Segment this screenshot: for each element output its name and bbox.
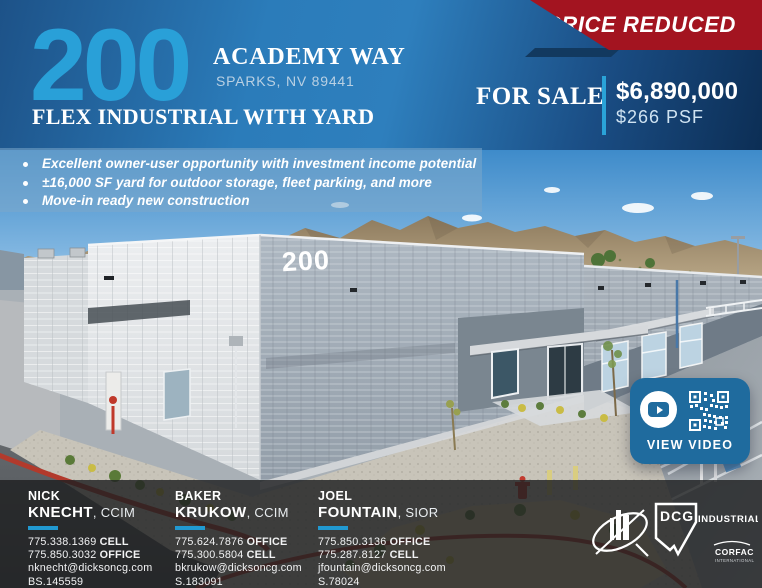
- contact-card: BAKER KRUKOW, CCIM 775.624.7876 OFFICE 7…: [175, 489, 302, 588]
- contact-email[interactable]: bkrukow@dicksoncg.com: [175, 562, 302, 575]
- accent-underline: [28, 526, 58, 530]
- building-photo: 200: [0, 150, 762, 588]
- asking-price: $6,890,000: [616, 78, 739, 105]
- contact-phone: 775.287.8127 CELL: [318, 549, 419, 562]
- contact-email[interactable]: nknecht@dicksoncg.com: [28, 562, 153, 575]
- contact-phone: 775.850.3032 OFFICE: [28, 549, 141, 562]
- rooftop-unit: [69, 247, 86, 258]
- price-reduced-ribbon: PRICE REDUCED: [530, 0, 762, 50]
- contact-phone: 775.850.3136 OFFICE: [318, 536, 431, 548]
- contact-last-name: KRUKOW, CCIM: [175, 504, 289, 521]
- contact-phone: 775.338.1369 CELL: [28, 536, 129, 548]
- building-number-paint: 200: [281, 245, 331, 277]
- corfac-sub-text: INTERNATIONAL: [715, 558, 754, 563]
- contact-phone: 775.300.5804 CELL: [175, 549, 276, 562]
- rooftop-unit: [37, 248, 55, 259]
- wall-sign: [229, 336, 243, 346]
- view-video-button[interactable]: VIEW VIDEO: [630, 378, 750, 464]
- accent-underline: [318, 526, 348, 530]
- price-per-sf: $266 PSF: [616, 107, 705, 127]
- contact-first-name: BAKER: [175, 489, 222, 503]
- contact-first-name: NICK: [28, 489, 61, 503]
- dcg-nevada-logo: DCG INDUSTRIAL: [654, 502, 758, 557]
- header: 200 ACADEMY WAY SPARKS, NV 89441 FLEX IN…: [0, 0, 762, 150]
- highlight-item: Excellent owner-user opportunity with in…: [0, 155, 482, 174]
- contact-license: S.183091: [175, 575, 223, 588]
- contact-designation: , CCIM: [246, 505, 289, 520]
- contact-first-name: JOEL: [318, 489, 353, 503]
- contact-phone: 775.624.7876 OFFICE: [175, 536, 288, 548]
- qr-code-icon[interactable]: [688, 390, 730, 432]
- footer-contact-bar: NICK KNECHT, CCIM 775.338.1369 CELL 775.…: [0, 480, 762, 588]
- contact-email[interactable]: jfountain@dicksoncg.com: [318, 562, 446, 575]
- contact-last-name: FOUNTAIN, SIOR: [318, 504, 439, 521]
- highlight-item: ±16,000 SF yard for outdoor storage, fle…: [0, 174, 482, 193]
- louver-vent: [88, 300, 190, 324]
- storefront-window: [491, 347, 519, 400]
- side-window: [163, 368, 191, 421]
- brand-logos: DCG INDUSTRIAL CORFAC INTERNATIONAL: [592, 502, 758, 563]
- entry-canopy: [470, 325, 648, 356]
- play-icon[interactable]: [640, 391, 677, 428]
- background-trees: [591, 250, 655, 268]
- dickson-mark-icon: [592, 509, 649, 557]
- view-video-label[interactable]: VIEW VIDEO: [646, 438, 734, 452]
- contact-designation: , CCIM: [92, 505, 136, 520]
- contact-license: S.78024: [318, 575, 360, 588]
- highlight-item: Move-in ready new construction: [0, 192, 482, 211]
- contact-last-name: KNECHT, CCIM: [28, 504, 136, 521]
- ribbon-fold: [525, 48, 621, 57]
- street-name: ACADEMY WAY: [213, 44, 406, 70]
- price-divider: [602, 76, 606, 135]
- accent-underline: [175, 526, 205, 530]
- ribbon-label: PRICE REDUCED: [546, 12, 736, 37]
- dcg-logo-text: DCG: [660, 508, 694, 524]
- corfac-text: CORFAC: [715, 547, 754, 557]
- building-front-face: 200: [259, 233, 649, 490]
- highlights-list: Excellent owner-user opportunity with in…: [0, 148, 482, 211]
- contact-license: BS.145559: [28, 575, 84, 588]
- contact-card: NICK KNECHT, CCIM 775.338.1369 CELL 775.…: [28, 489, 152, 588]
- city-state-zip: SPARKS, NV 89441: [216, 73, 355, 89]
- page-title: FLEX INDUSTRIAL WITH YARD: [32, 104, 375, 129]
- railing: [705, 299, 762, 317]
- light-pole: [731, 236, 745, 277]
- contact-card: JOEL FOUNTAIN, SIOR 775.850.3136 OFFICE …: [318, 489, 446, 588]
- building-left-face: [24, 233, 261, 480]
- corfac-logo: CORFAC INTERNATIONAL: [713, 540, 754, 563]
- division-label: INDUSTRIAL: [698, 514, 758, 525]
- nevada-outline-icon: [654, 502, 698, 557]
- entry-shrubs: [501, 400, 608, 422]
- for-sale-label: FOR SALE: [476, 83, 605, 110]
- bollard: [573, 466, 578, 490]
- building-right-wing: [583, 264, 762, 412]
- address-number: 200: [30, 8, 192, 122]
- contact-designation: , SIOR: [397, 505, 439, 520]
- wall-lamps: [598, 280, 746, 290]
- highlights-band: Excellent owner-user opportunity with in…: [0, 148, 482, 212]
